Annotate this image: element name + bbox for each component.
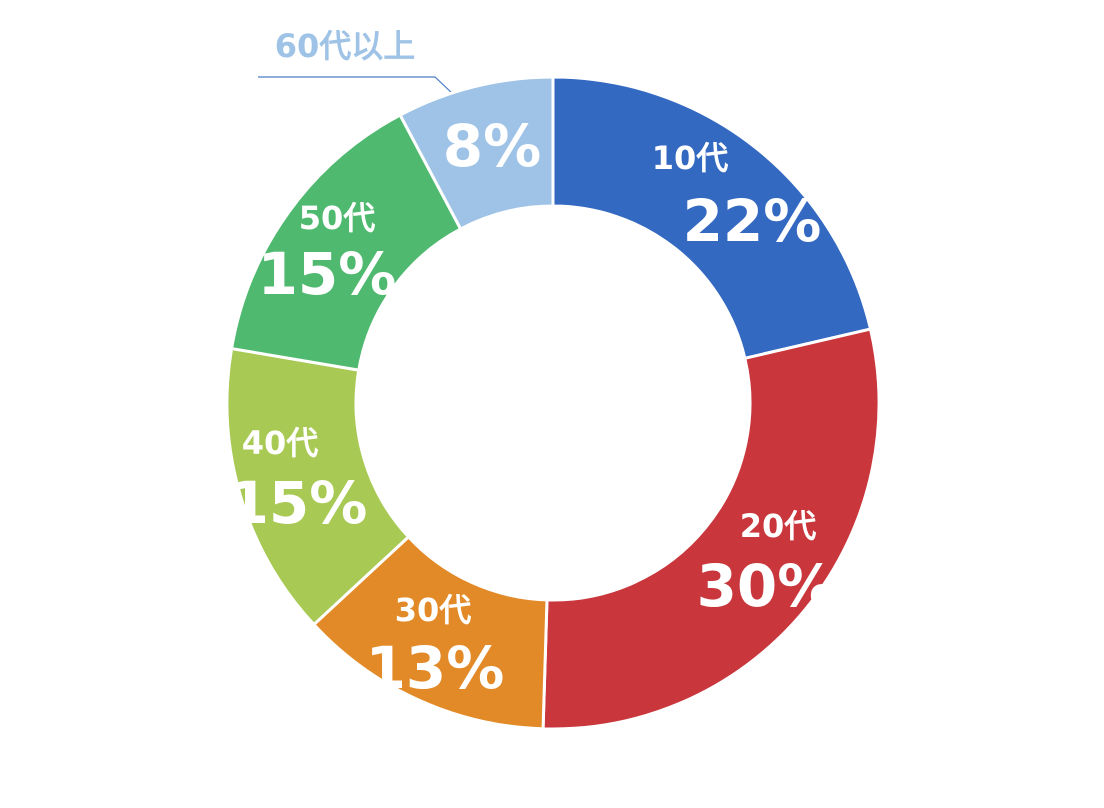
value-label: 8% xyxy=(443,112,541,180)
value-label: 15% xyxy=(258,240,397,308)
value-label: 15% xyxy=(229,469,368,537)
category-label: 20代 xyxy=(740,507,817,545)
donut-slice xyxy=(551,75,873,361)
donut-slice xyxy=(541,327,881,731)
value-label: 13% xyxy=(366,634,505,702)
category-label: 60代以上 xyxy=(275,27,416,65)
category-label: 10代 xyxy=(652,139,729,177)
category-label: 40代 xyxy=(242,424,319,462)
value-label: 30% xyxy=(697,552,836,620)
donut-slice xyxy=(398,75,555,232)
category-label: 30代 xyxy=(395,591,472,629)
value-label: 22% xyxy=(683,187,822,255)
category-label: 50代 xyxy=(299,199,376,237)
